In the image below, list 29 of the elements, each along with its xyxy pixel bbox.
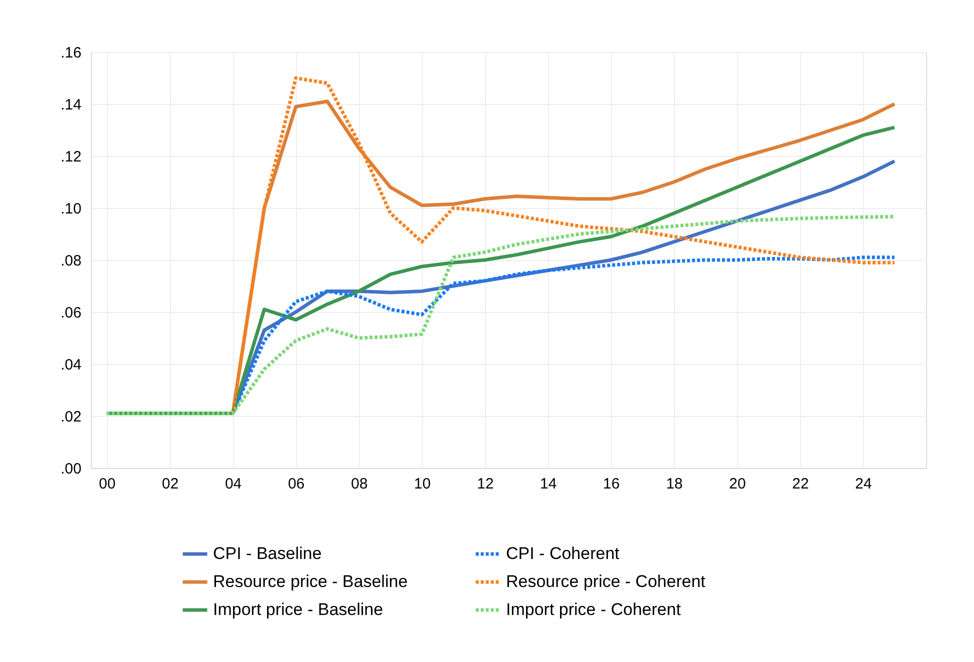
legend-label: CPI - Coherent — [506, 544, 620, 563]
y-tick-label: .14 — [60, 96, 82, 114]
x-tick-label: 02 — [162, 476, 179, 492]
y-tick-label: .02 — [60, 408, 82, 426]
y-tick-label: .00 — [60, 460, 82, 478]
x-tick-label: 12 — [477, 476, 494, 492]
x-tick-label: 08 — [350, 476, 368, 492]
x-tick-label: 06 — [288, 476, 305, 492]
x-tick-label: 00 — [98, 476, 116, 492]
x-tick-label: 24 — [855, 476, 872, 492]
legend-label: Import price - Coherent — [506, 600, 682, 619]
y-tick-label: .12 — [60, 148, 82, 166]
legend-label: Resource price - Baseline — [213, 572, 408, 591]
x-tick-label: 18 — [666, 476, 683, 492]
line-series — [231, 256, 896, 416]
legend-label: CPI - Baseline — [213, 544, 322, 563]
x-tick-label: 14 — [540, 476, 557, 492]
x-tick-label: 16 — [603, 476, 620, 492]
x-tick-label: 10 — [414, 476, 431, 492]
y-tick-label: .06 — [60, 304, 82, 322]
x-tick-label: 04 — [224, 476, 242, 492]
legend-label: Resource price - Coherent — [506, 572, 706, 591]
legend-label: Import price - Baseline — [213, 600, 384, 619]
x-tick-label: 22 — [792, 476, 809, 492]
x-tick-label: 20 — [729, 476, 746, 492]
y-tick-label: .16 — [60, 44, 82, 62]
y-tick-label: .08 — [60, 252, 82, 270]
y-tick-label: .10 — [60, 200, 82, 218]
y-tick-label: .04 — [60, 356, 82, 374]
